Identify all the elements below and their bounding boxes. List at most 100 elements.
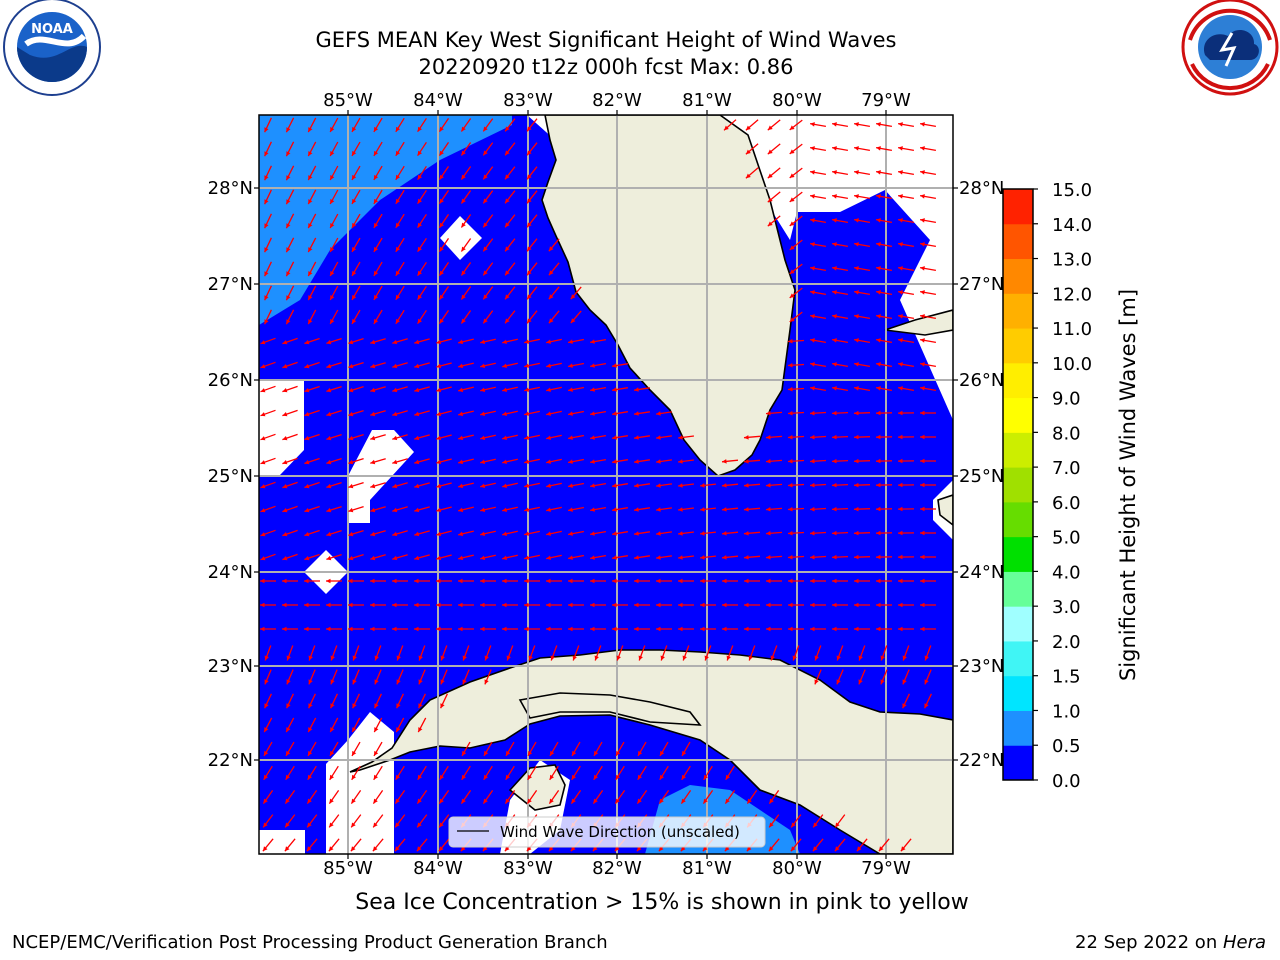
wind-wave-arrowhead xyxy=(876,362,881,367)
wind-wave-arrowhead xyxy=(264,655,269,661)
wind-wave-arrowhead xyxy=(373,198,379,204)
wind-wave-arrowhead xyxy=(902,655,907,661)
wind-wave-arrowhead xyxy=(898,338,903,343)
wind-wave-arrowhead xyxy=(788,602,793,608)
wind-wave-arrowhead xyxy=(414,507,420,513)
colorbar-segment xyxy=(1003,710,1033,746)
wind-wave-arrowhead xyxy=(480,483,486,488)
wind-wave-arrowhead xyxy=(458,459,464,465)
wind-wave-arrowhead xyxy=(326,555,332,561)
wind-wave-arrowhead xyxy=(634,626,639,632)
wind-wave-arrowhead xyxy=(766,459,771,464)
wind-wave-arrowhead xyxy=(572,655,577,661)
wind-wave-arrowhead xyxy=(768,846,774,852)
wind-wave-arrowhead xyxy=(414,483,420,489)
wind-wave-arrowhead xyxy=(395,318,400,324)
wind-wave-arrowhead xyxy=(502,339,507,344)
wind-wave-arrowhead xyxy=(417,774,422,780)
wind-wave-arrowhead xyxy=(548,318,554,324)
wind-wave-arrowhead xyxy=(546,507,551,512)
wind-wave-arrowhead xyxy=(418,679,423,685)
wind-wave-arrowhead xyxy=(810,626,815,632)
wind-wave-arrowhead xyxy=(612,531,617,536)
wind-wave-arrowhead xyxy=(307,798,312,804)
wind-wave-arrowhead xyxy=(590,602,595,608)
wind-wave-arrowhead xyxy=(876,506,881,512)
wind-wave-arrowhead xyxy=(417,198,422,204)
wind-wave-arrowhead xyxy=(439,822,444,828)
lon-label-bottom: 85°W xyxy=(323,858,373,879)
wind-wave-arrowhead xyxy=(505,198,510,204)
wind-wave-arrowhead xyxy=(286,295,291,301)
wind-wave-arrowhead xyxy=(789,245,795,250)
wind-wave-arrowhead xyxy=(264,679,269,685)
wind-wave-arrowhead xyxy=(392,435,398,441)
lat-label-left: 28°N xyxy=(208,178,253,199)
wind-wave-arrowhead xyxy=(304,388,310,393)
wind-wave-arrowhead xyxy=(788,459,793,464)
lon-label-bottom: 81°W xyxy=(682,858,732,879)
wind-wave-arrowhead xyxy=(920,146,925,151)
wind-wave-arrowhead xyxy=(264,223,269,229)
wind-wave-arrowhead xyxy=(260,578,265,584)
wind-wave-arrowhead xyxy=(876,602,881,608)
wind-wave-arrowhead xyxy=(480,602,485,608)
wind-wave-arrowhead xyxy=(480,459,486,464)
wind-wave-arrowhead xyxy=(264,295,269,301)
wind-wave-arrowhead xyxy=(262,846,268,852)
wind-wave-arrowhead xyxy=(678,507,683,512)
wind-wave-arrowhead xyxy=(392,531,398,537)
wind-wave-arrowhead xyxy=(286,703,291,709)
wind-wave-arrowhead xyxy=(810,146,815,151)
colorbar-frame xyxy=(1002,188,1034,781)
wind-wave-arrowhead xyxy=(418,703,423,709)
wind-wave-arrowhead xyxy=(282,602,287,608)
wind-wave-arrowhead xyxy=(920,338,925,343)
wind-wave-arrowhead xyxy=(524,507,529,512)
wind-wave-arrowhead xyxy=(308,703,313,709)
wind-wave-arrowhead xyxy=(458,578,463,584)
wind-wave-arrowhead xyxy=(351,822,356,828)
wind-wave-arrowhead xyxy=(876,122,881,127)
wind-wave-arrowhead xyxy=(810,314,815,319)
wind-wave-arrowhead xyxy=(264,727,269,733)
wind-wave-arrowhead xyxy=(260,556,266,561)
wind-wave-arrowhead xyxy=(813,822,818,828)
wind-wave-arrowhead xyxy=(810,242,815,247)
wind-wave-arrowhead xyxy=(326,435,332,441)
wind-wave-arrowhead xyxy=(858,679,863,685)
wind-wave-arrowhead xyxy=(307,822,312,828)
wind-wave-arrowhead xyxy=(392,483,398,489)
wind-wave-arrowhead xyxy=(373,774,378,780)
wind-wave-arrowhead xyxy=(392,459,398,465)
wind-wave-arrowhead xyxy=(722,555,727,560)
wind-wave-arrowhead xyxy=(264,247,269,253)
wind-wave-arrowhead xyxy=(483,774,488,780)
wind-wave-arrowhead xyxy=(352,270,357,276)
colorbar-segment xyxy=(1003,467,1033,503)
wind-wave-arrowhead xyxy=(678,459,683,464)
wind-wave-arrowhead xyxy=(414,339,420,345)
graticule xyxy=(259,115,953,854)
wind-wave-arrowhead xyxy=(810,362,815,367)
wind-wave-arrowhead xyxy=(924,679,929,685)
colorbar-segment xyxy=(1003,606,1033,642)
wind-wave-arrowhead xyxy=(767,149,773,155)
wind-wave-arrowhead xyxy=(414,435,420,441)
wind-wave-arrowhead xyxy=(326,507,332,513)
wind-wave-arrowhead xyxy=(374,679,379,685)
wind-wave-arrowhead xyxy=(814,679,819,685)
wind-wave-arrowhead xyxy=(832,434,837,440)
wind-wave-arrowhead xyxy=(836,679,841,685)
wind-wave-arrowhead xyxy=(480,435,486,440)
wind-wave-arrowhead xyxy=(439,318,444,324)
colorbar-tick-label: 8.0 xyxy=(1052,423,1081,444)
wind-wave-arrowhead xyxy=(767,221,773,227)
wind-wave-arrowhead xyxy=(461,222,466,228)
wind-wave-arrowhead xyxy=(898,170,903,175)
wind-wave-arrowhead xyxy=(612,626,617,632)
wind-wave-arrowhead xyxy=(834,846,840,852)
wind-wave-arrowhead xyxy=(484,750,489,756)
wind-wave-arrowhead xyxy=(700,531,705,536)
